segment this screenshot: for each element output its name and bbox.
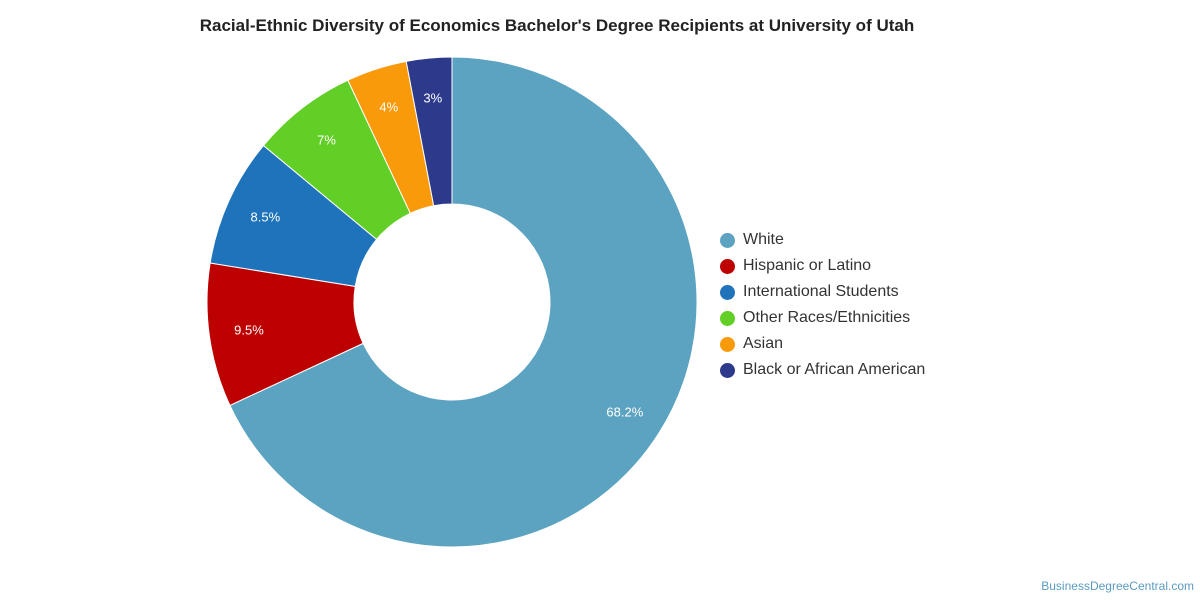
watermark: BusinessDegreeCentral.com (1041, 579, 1194, 593)
legend-item-asian: Asian (720, 331, 925, 357)
legend-label: White (743, 231, 784, 248)
slice-label-hispanic-or-latino: 9.5% (234, 323, 264, 338)
legend-item-black-or-african-american: Black or African American (720, 357, 925, 383)
legend-item-international-students: International Students (720, 279, 925, 305)
legend-item-hispanic-or-latino: Hispanic or Latino (720, 253, 925, 279)
legend-label: Asian (743, 335, 784, 352)
chart-title: Racial-Ethnic Diversity of Economics Bac… (199, 16, 915, 35)
legend-swatch (720, 362, 735, 378)
legend-swatch (720, 336, 735, 352)
slice-label-asian: 4% (379, 99, 398, 114)
legend-item-white: White (720, 227, 925, 253)
slice-black-or-african-american (405, 56, 453, 207)
legend-swatch (720, 258, 735, 274)
slice-white (229, 56, 698, 548)
legend-label: Other Races/Ethnicities (743, 309, 911, 326)
slice-label-international-students: 8.5% (251, 210, 281, 225)
legend-swatch (720, 310, 735, 326)
legend-label: Black or African American (743, 361, 926, 378)
legend-label: Hispanic or Latino (743, 257, 872, 274)
slice-label-white: 68.2% (606, 405, 643, 420)
legend-item-other-races-ethnicities: Other Races/Ethnicities (720, 305, 925, 331)
legend-swatch (720, 284, 735, 300)
legend: White Hispanic or Latino International Stu… (720, 227, 925, 383)
slice-label-other-races-ethnicities: 7% (317, 132, 336, 147)
slice-label-black-or-african-american: 3% (423, 90, 442, 105)
legend-swatch (720, 232, 735, 248)
legend-label: International Students (743, 283, 899, 300)
